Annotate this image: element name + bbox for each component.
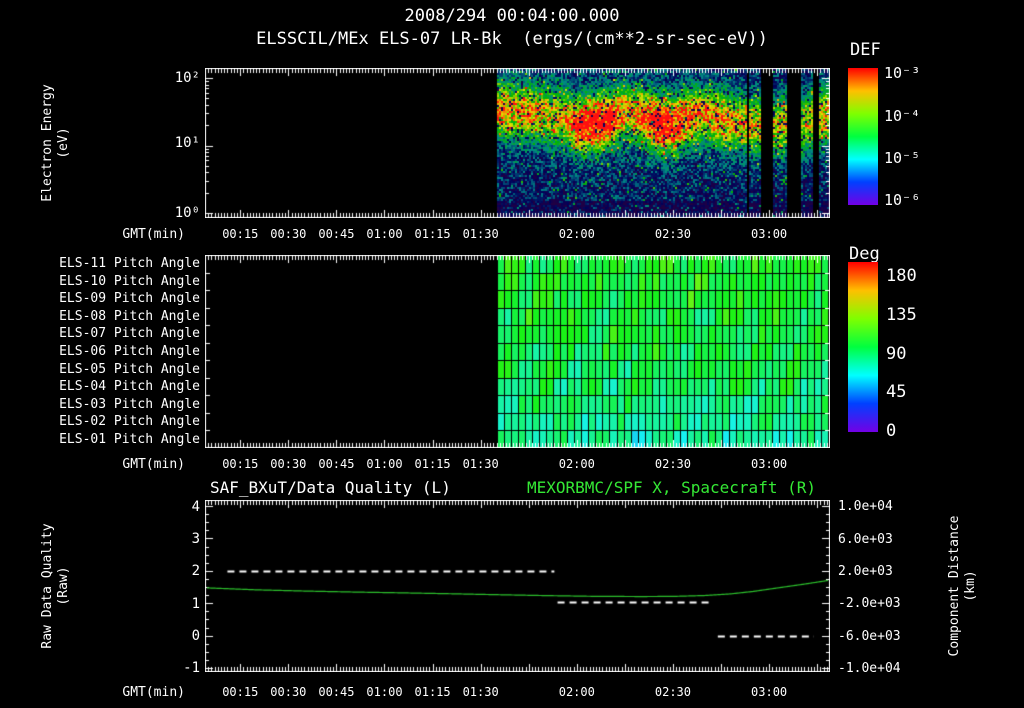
x-tick-label: 01:30 [462, 685, 499, 699]
def-tick-1e-6: 10⁻⁶ [884, 191, 921, 209]
deg-tick-45: 45 [886, 382, 907, 402]
x-tick-label: 01:15 [414, 227, 451, 241]
deg-tick-180: 180 [886, 266, 917, 286]
x-tick-label: 01:30 [462, 227, 499, 241]
pitch-row-label: ELS-11 Pitch Angle [59, 256, 200, 272]
left-axis-label-line2: (Raw) [56, 566, 71, 606]
pitch-row-label: ELS-08 Pitch Angle [59, 308, 200, 324]
x-tick-label: 01:15 [414, 457, 451, 471]
raw-tick-2: 2 [191, 563, 200, 579]
def-colorbar-title: DEF [850, 40, 881, 60]
page-title: 2008/294 00:04:00.000 [404, 6, 620, 26]
x-tick-label: 01:00 [366, 227, 403, 241]
def-tick-1e-3: 10⁻³ [884, 64, 921, 82]
x-tick-label: 02:00 [558, 227, 595, 241]
km-tick-1e4: 1.0e+04 [838, 499, 893, 514]
x-tick-label: 00:15 [222, 457, 259, 471]
x-tick-label: 02:30 [654, 227, 691, 241]
y-axis-label-line2: (eV) [56, 127, 71, 159]
x-tick-label: 02:30 [654, 685, 691, 699]
pitch-row-label: ELS-03 Pitch Angle [59, 396, 200, 412]
x-tick-label: 00:30 [270, 685, 307, 699]
x-tick-label: 00:30 [270, 227, 307, 241]
raw-tick-4: 4 [191, 499, 200, 515]
panel3-title-left: SAF_BXuT/Data Quality (L) [210, 478, 451, 497]
page-subtitle: ELSSCIL/MEx ELS-07 LR-Bk (ergs/(cm**2-sr… [256, 29, 768, 49]
raw-tick-m1: -1 [183, 660, 200, 676]
x-tick-label: 00:45 [318, 227, 355, 241]
pitch-row-label: ELS-01 Pitch Angle [59, 431, 200, 447]
x-tick-label: 00:15 [222, 685, 259, 699]
electron-energy-spectrogram-canvas [205, 68, 830, 218]
energy-tick-10ev: 10¹ [174, 135, 200, 151]
y-axis-label-line1: Electron Energy [40, 84, 55, 202]
deg-colorbar-title: Deg [849, 244, 880, 264]
gmt-axis-label-panel3: GMT(min) [122, 685, 185, 700]
left-axis-label-line1: Raw Data Quality [40, 523, 55, 649]
km-tick-2e3: 2.0e+03 [838, 564, 893, 579]
pitch-row-label: ELS-10 Pitch Angle [59, 273, 200, 289]
raw-tick-3: 3 [191, 531, 200, 547]
x-tick-label: 02:00 [558, 457, 595, 471]
panel3-title-right: MEXORBMC/SPF X, Spacecraft (R) [527, 478, 816, 497]
x-tick-label: 00:45 [318, 457, 355, 471]
raw-tick-1: 1 [191, 596, 200, 612]
pitch-row-label: ELS-06 Pitch Angle [59, 344, 200, 359]
gmt-axis-label-panel1: GMT(min) [122, 227, 185, 242]
def-tick-1e-5: 10⁻⁵ [884, 149, 921, 167]
right-axis-label-line2: (km) [963, 570, 978, 602]
right-axis-label-line1: Component Distance [947, 515, 962, 657]
line-plot-canvas [205, 500, 830, 672]
x-tick-label: 00:30 [270, 457, 307, 471]
def-colorbar [848, 68, 878, 205]
pitch-row-label: ELS-09 Pitch Angle [59, 291, 200, 307]
pitch-row-label: ELS-04 Pitch Angle [59, 379, 200, 395]
x-tick-label: 00:45 [318, 685, 355, 699]
x-tick-label: 03:00 [751, 685, 788, 699]
gmt-axis-label-panel2: GMT(min) [122, 457, 185, 472]
x-tick-label: 01:00 [366, 457, 403, 471]
pitch-angle-canvas [205, 255, 830, 448]
x-tick-label: 03:00 [751, 227, 788, 241]
x-tick-label: 01:00 [366, 685, 403, 699]
deg-tick-90: 90 [886, 344, 907, 364]
energy-tick-1ev: 10⁰ [174, 205, 200, 221]
raw-tick-0: 0 [191, 628, 200, 644]
x-tick-label: 02:00 [558, 685, 595, 699]
def-tick-1e-4: 10⁻⁴ [884, 107, 921, 125]
pitch-row-label: ELS-02 Pitch Angle [59, 414, 200, 430]
km-tick-m2e3: -2.0e+03 [838, 596, 901, 611]
x-tick-label: 03:00 [751, 457, 788, 471]
pitch-row-label: ELS-05 Pitch Angle [59, 361, 200, 377]
x-tick-label: 02:30 [654, 457, 691, 471]
pitch-row-label: ELS-07 Pitch Angle [59, 326, 200, 342]
energy-tick-100ev: 10² [174, 70, 200, 86]
deg-tick-0: 0 [886, 421, 897, 441]
x-tick-label: 01:15 [414, 685, 451, 699]
deg-tick-135: 135 [886, 305, 917, 325]
km-tick-m6e3: -6.0e+03 [838, 629, 901, 644]
deg-colorbar [848, 262, 878, 432]
km-tick-6e3: 6.0e+03 [838, 532, 893, 547]
x-tick-label: 01:30 [462, 457, 499, 471]
x-tick-label: 00:15 [222, 227, 259, 241]
km-tick-m1e4: -1.0e+04 [838, 661, 901, 676]
